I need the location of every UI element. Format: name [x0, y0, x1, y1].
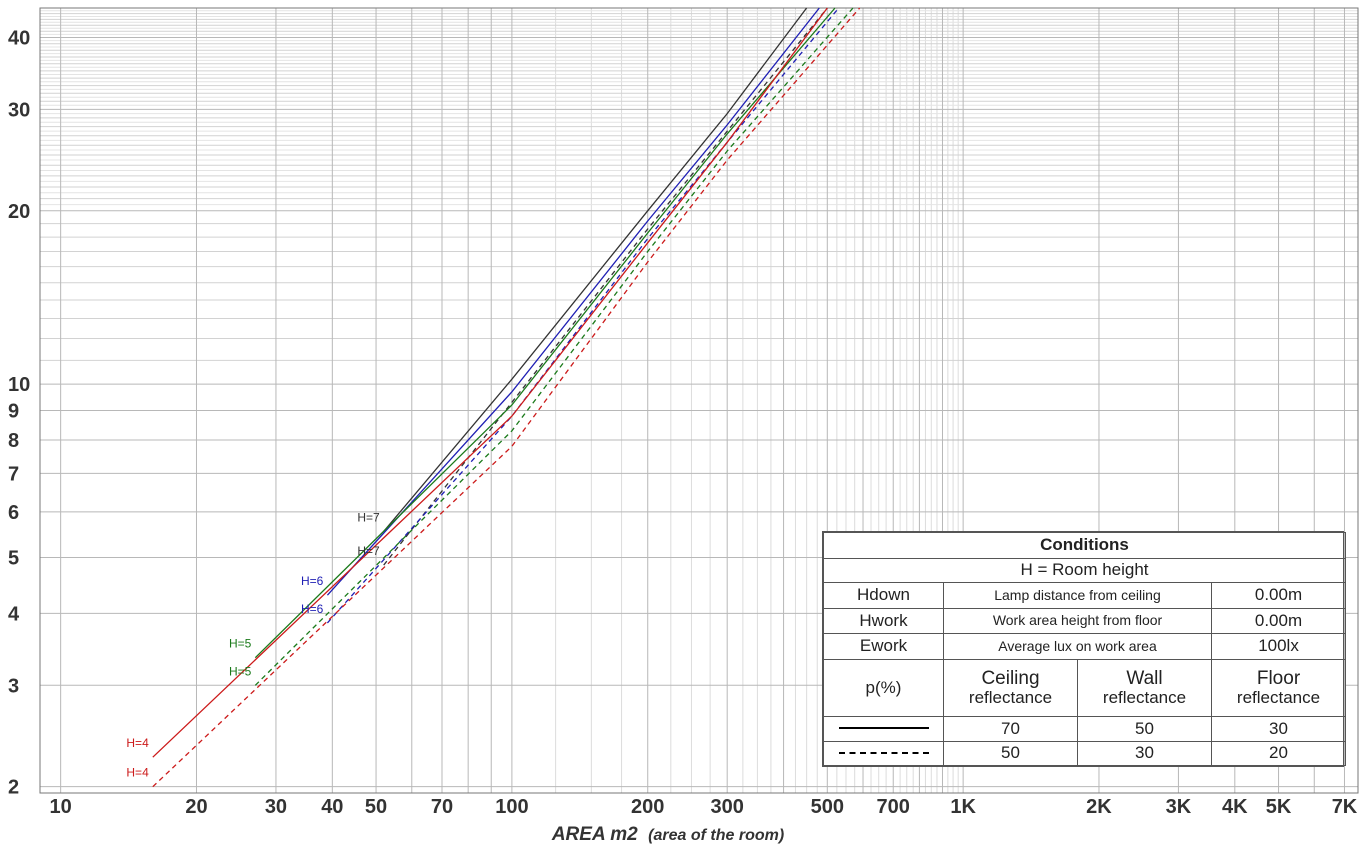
- x-tick-labels: 10 20 30 40 50 70 100 200 300 500 700 1K 2K 3K 4K 5K 7K: [50, 796, 1358, 818]
- wall-header-bottom: reflectance: [1102, 687, 1187, 707]
- ceiling-header: Ceiling reflectance: [943, 658, 1078, 718]
- series-line: [254, 7, 854, 686]
- series-label: H=7: [357, 510, 380, 524]
- x-tick-label: 20: [185, 796, 207, 818]
- y-tick-label: 5: [8, 548, 19, 570]
- ceiling-header-top: Ceiling: [981, 667, 1040, 689]
- y-tick-label: 2: [8, 777, 19, 799]
- x-tick-label: 500: [811, 796, 844, 818]
- solid-ceiling-value: 70: [943, 716, 1078, 742]
- condition-value: 0.00m: [1210, 582, 1347, 609]
- x-axis-title-main: AREA m2: [551, 824, 638, 845]
- x-tick-label: 200: [631, 796, 664, 818]
- conditions-legend: Conditions H = Room height Hdown Lamp di…: [822, 531, 1347, 767]
- series-line: [326, 7, 820, 596]
- condition-desc: Lamp distance from ceiling: [943, 582, 1212, 609]
- x-tick-label: 7K: [1332, 796, 1358, 818]
- series-labels: H=7 H=7 H=6 H=6 H=5 H=5 H=4 H=4: [126, 510, 380, 779]
- y-tick-label: 6: [8, 502, 19, 524]
- condition-desc: Work area height from floor: [943, 607, 1212, 635]
- x-tick-label: 100: [495, 796, 528, 818]
- y-tick-label: 7: [8, 463, 19, 485]
- dashed-ceiling-value: 50: [943, 740, 1078, 766]
- y-tick-label: 9: [8, 401, 19, 423]
- solid-floor-value: 30: [1210, 716, 1347, 742]
- dashed-line-row: 50 30 20: [823, 740, 1347, 766]
- conditions-table: Conditions H = Room height Hdown Lamp di…: [822, 532, 1347, 766]
- series-label: H=5: [229, 637, 252, 651]
- series-label: H=7: [357, 544, 380, 558]
- x-tick-label: 4K: [1222, 796, 1248, 818]
- condition-row: Hdown Lamp distance from ceiling 0.00m: [823, 582, 1347, 609]
- y-tick-label: 10: [8, 374, 30, 396]
- y-tick-label: 40: [8, 27, 30, 49]
- x-tick-label: 2K: [1086, 796, 1112, 818]
- p-percent-label: p(%): [823, 658, 944, 718]
- series-label: H=6: [301, 602, 324, 616]
- floor-header: Floor reflectance: [1210, 658, 1347, 718]
- solid-line-row: 70 50 30: [823, 716, 1347, 742]
- x-tick-label: 10: [50, 796, 72, 818]
- x-tick-label: 300: [711, 796, 744, 818]
- reflectance-header-row: p(%) Ceiling reflectance Wall reflectanc…: [823, 658, 1347, 718]
- y-tick-label: 3: [8, 675, 19, 697]
- y-tick-label: 4: [8, 603, 20, 625]
- condition-value: 100lx: [1210, 633, 1347, 660]
- series-label: H=4: [126, 736, 149, 750]
- x-tick-label: 30: [265, 796, 287, 818]
- wall-header-top: Wall: [1126, 667, 1163, 689]
- series-line: [326, 7, 840, 624]
- solid-line-icon: [838, 727, 929, 730]
- dashed-line-icon: [838, 751, 929, 754]
- floor-header-top: Floor: [1256, 667, 1301, 689]
- x-tick-label: 50: [365, 796, 387, 818]
- x-tick-label: 1K: [950, 796, 976, 818]
- condition-name: Ework: [823, 633, 944, 660]
- y-tick-label: 20: [8, 201, 30, 223]
- series-label: H=6: [301, 574, 324, 588]
- series-label: H=5: [229, 664, 252, 678]
- x-tick-label: 700: [877, 796, 910, 818]
- dashed-floor-value: 20: [1210, 740, 1347, 766]
- series-line: [152, 7, 861, 788]
- x-axis-title-sub: (area of the room): [648, 827, 784, 844]
- dashed-wall-value: 30: [1077, 740, 1212, 766]
- series-label: H=4: [126, 766, 149, 780]
- series-line: [383, 7, 808, 532]
- ceiling-header-bottom: reflectance: [968, 687, 1053, 707]
- x-tick-label: 3K: [1166, 796, 1192, 818]
- condition-name: Hwork: [823, 607, 944, 635]
- series-line: [254, 7, 836, 659]
- condition-name: Hdown: [823, 582, 944, 609]
- plot-frame: [39, 7, 1359, 794]
- solid-wall-value: 50: [1077, 716, 1212, 742]
- x-axis-title: AREA m2 (area of the room): [551, 824, 784, 845]
- wall-header: Wall reflectance: [1077, 658, 1212, 718]
- series-layer: [152, 7, 861, 788]
- condition-value: 0.00m: [1210, 607, 1347, 635]
- series-line: [152, 7, 828, 758]
- conditions-subtitle: H = Room height: [822, 557, 1347, 584]
- solid-line-sample: [823, 716, 944, 742]
- condition-desc: Average lux on work area: [943, 633, 1212, 660]
- dashed-line-sample: [823, 740, 944, 766]
- floor-header-bottom: reflectance: [1236, 687, 1321, 707]
- condition-row: Ework Average lux on work area 100lx: [823, 633, 1347, 660]
- y-tick-labels: 2 3 4 5 6 7 8 9 10 20 30 40: [8, 27, 30, 798]
- condition-row: Hwork Work area height from floor 0.00m: [823, 607, 1347, 635]
- x-tick-label: 5K: [1266, 796, 1292, 818]
- x-tick-label: 70: [431, 796, 453, 818]
- y-tick-label: 30: [8, 99, 30, 121]
- conditions-title: Conditions: [822, 532, 1347, 559]
- x-tick-label: 40: [321, 796, 343, 818]
- y-tick-label: 8: [8, 430, 19, 452]
